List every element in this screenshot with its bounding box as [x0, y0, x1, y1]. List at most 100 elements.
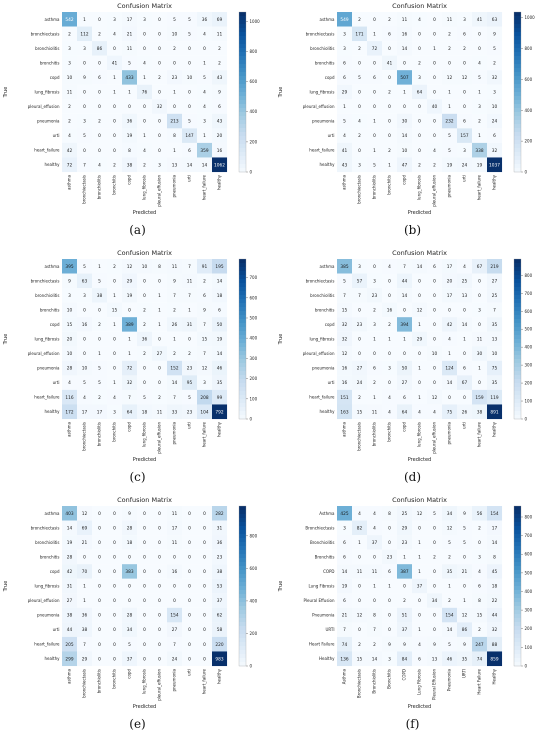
- cell-value: 0: [113, 148, 116, 154]
- cell-value: 43: [342, 162, 348, 168]
- colorbar-tick-label: 100: [250, 396, 258, 401]
- heatmap-cell: [442, 549, 458, 565]
- cell-value: 0: [188, 337, 191, 343]
- cell-value: 0: [358, 584, 361, 590]
- cell-value: 0: [188, 61, 191, 67]
- colorbar-frame: [513, 258, 522, 420]
- y-tick-label: heart_failure: [309, 395, 335, 400]
- heatmap-cell: [442, 259, 458, 274]
- heatmap-cell: [487, 70, 503, 85]
- cell-value: 172: [65, 409, 73, 415]
- heatmap-cell: [152, 593, 168, 608]
- cell-value: 389: [125, 322, 133, 328]
- cell-value: 0: [203, 656, 206, 662]
- y-tick-label: pleural_effusion: [303, 351, 335, 356]
- cell-value: 0: [433, 584, 436, 590]
- heatmap-cell: [397, 157, 413, 173]
- cell-value: 0: [388, 613, 391, 619]
- x-tick-label: lung_fibrosis: [417, 422, 422, 447]
- cell-value: 0: [188, 642, 191, 648]
- heatmap-cell: [367, 273, 383, 289]
- cell-value: 8: [128, 148, 131, 154]
- cell-value: 2: [358, 642, 361, 648]
- cell-value: 5: [463, 540, 466, 546]
- heatmap-cell: [107, 288, 123, 303]
- cell-value: 24: [357, 380, 363, 386]
- cell-value: 0: [403, 61, 406, 67]
- heatmap-cell: [167, 549, 183, 565]
- cell-value: 11: [172, 264, 178, 270]
- colorbar-segment: [514, 108, 521, 113]
- y-tick-label: Pneumonia: [312, 613, 335, 618]
- cell-value: 14: [447, 627, 453, 633]
- x-tick-label: copd: [402, 175, 407, 185]
- cell-value: 0: [188, 540, 191, 546]
- heatmap-cell: [152, 84, 168, 100]
- heatmap-cell: [412, 520, 428, 536]
- cell-value: 4: [388, 395, 391, 401]
- heatmap-cell: [197, 360, 213, 376]
- cell-value: 0: [463, 308, 466, 314]
- colorbar-segment: [514, 20, 521, 25]
- cell-value: 2: [358, 46, 361, 52]
- cell-value: 1: [388, 337, 391, 343]
- heatmap-cell: [457, 506, 473, 521]
- heatmap-cell: [167, 113, 183, 129]
- heatmap-cell: [122, 99, 138, 114]
- cell-value: 14: [462, 322, 468, 328]
- cell-value: 0: [478, 46, 481, 52]
- cell-value: 2: [403, 598, 406, 604]
- heatmap-cell: [137, 607, 153, 623]
- colorbar-segment: [239, 116, 246, 121]
- heatmap-cell: [92, 157, 108, 173]
- colorbar-tick-label: 200: [525, 626, 533, 631]
- heatmap-cell: [137, 593, 153, 608]
- colorbar-segment: [514, 36, 521, 41]
- cell-value: 0: [188, 46, 191, 52]
- cell-value: 1: [98, 264, 101, 270]
- cell-value: 37: [417, 584, 423, 590]
- cell-value: 0: [203, 525, 206, 531]
- heatmap-cell: [337, 317, 353, 332]
- cell-value: 0: [433, 293, 436, 299]
- x-axis-label: Predicted: [408, 210, 431, 216]
- colorbar-segment: [514, 68, 521, 73]
- cell-value: 0: [128, 555, 131, 561]
- colorbar-segment: [514, 594, 521, 599]
- heatmap-cell: [152, 607, 168, 623]
- colorbar-segment: [514, 506, 521, 511]
- heatmap-cell: [77, 549, 93, 565]
- heatmap-cell: [487, 520, 503, 536]
- cell-value: 3: [388, 656, 391, 662]
- colorbar-segment: [514, 650, 521, 655]
- heatmap-cell: [472, 360, 488, 376]
- heatmap-cell: [62, 360, 78, 376]
- heatmap-cell: [212, 651, 228, 667]
- colorbar-segment: [239, 395, 246, 400]
- heatmap-cell: [182, 535, 198, 550]
- colorbar-segment: [239, 28, 246, 33]
- cell-value: 1: [478, 366, 481, 372]
- chart-title: Confusion Matrix: [392, 2, 447, 10]
- heatmap-cell: [107, 593, 123, 608]
- heatmap-cell: [92, 288, 108, 303]
- heatmap-cell: [382, 578, 398, 594]
- cell-value: 0: [173, 61, 176, 67]
- cell-value: 0: [418, 613, 421, 619]
- cell-value: 0: [113, 337, 116, 343]
- cell-value: 10: [492, 351, 498, 357]
- heatmap-cell: [337, 535, 353, 550]
- heatmap-cell: [212, 113, 228, 129]
- heatmap-cell: [62, 389, 78, 405]
- colorbar-segment: [514, 48, 521, 53]
- heatmap-cell: [367, 535, 383, 550]
- cell-value: 50: [402, 366, 408, 372]
- cell-value: 29: [127, 278, 133, 284]
- heatmap-cell: [137, 389, 153, 405]
- cell-value: 4: [83, 395, 86, 401]
- heatmap-cell: [77, 360, 93, 376]
- cell-value: 3: [83, 46, 86, 52]
- cell-value: 6: [343, 61, 346, 67]
- heatmap-cell: [472, 346, 488, 361]
- heatmap-cell: [457, 593, 473, 608]
